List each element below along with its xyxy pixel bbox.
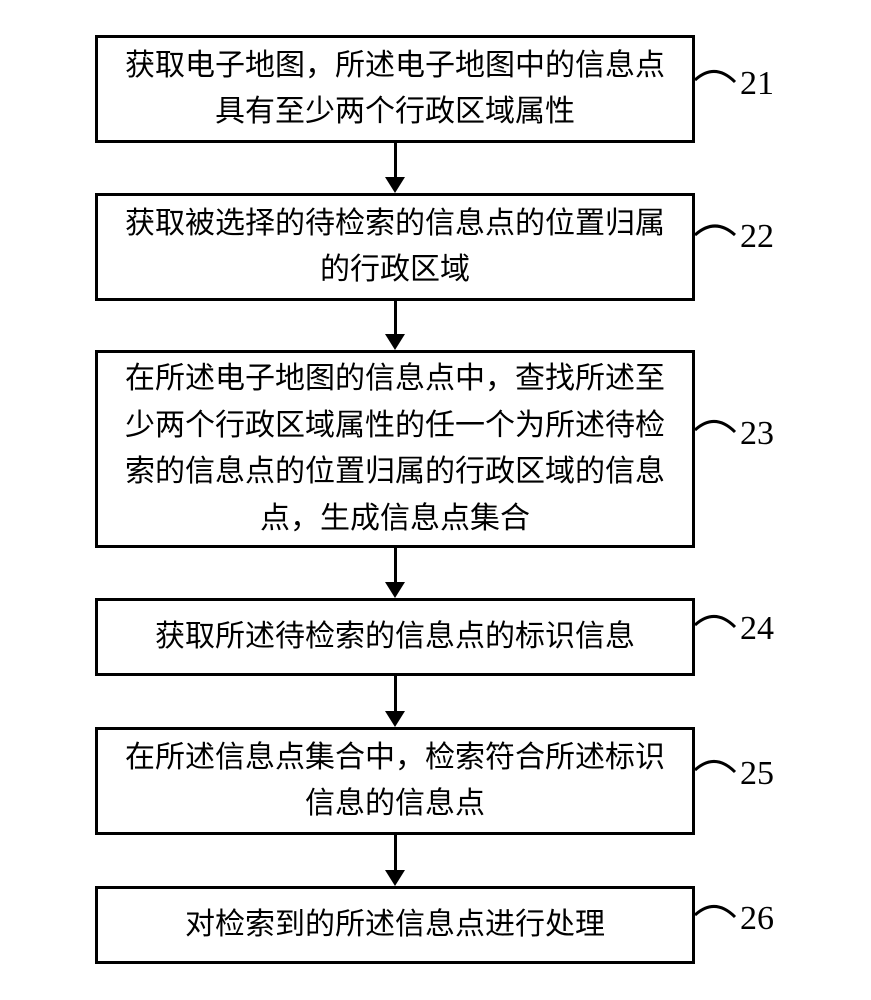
arrow-22-23	[394, 301, 397, 334]
connector-26	[695, 900, 740, 930]
connector-24	[695, 610, 740, 640]
connector-22	[695, 220, 740, 250]
step-label-25: 25	[740, 755, 774, 793]
step-box-26: 对检索到的所述信息点进行处理	[95, 886, 695, 964]
step-box-23: 在所述电子地图的信息点中，查找所述至少两个行政区域属性的任一个为所述待检索的信息…	[95, 350, 695, 548]
step-text-26: 对检索到的所述信息点进行处理	[185, 902, 605, 949]
connector-21	[695, 65, 740, 95]
step-label-24: 24	[740, 610, 774, 648]
step-text-23: 在所述电子地图的信息点中，查找所述至少两个行政区域属性的任一个为所述待检索的信息…	[118, 356, 672, 542]
arrow-25-26	[394, 835, 397, 870]
step-label-22: 22	[740, 218, 774, 256]
step-box-24: 获取所述待检索的信息点的标识信息	[95, 598, 695, 676]
arrow-head-24-25	[385, 711, 405, 727]
arrow-head-22-23	[385, 334, 405, 350]
step-text-25: 在所述信息点集合中，检索符合所述标识信息的信息点	[118, 735, 672, 828]
step-box-22: 获取被选择的待检索的信息点的位置归属的行政区域	[95, 193, 695, 301]
step-label-21: 21	[740, 65, 774, 103]
connector-23	[695, 415, 740, 445]
step-label-23: 23	[740, 415, 774, 453]
arrow-head-21-22	[385, 177, 405, 193]
arrow-24-25	[394, 676, 397, 711]
step-box-25: 在所述信息点集合中，检索符合所述标识信息的信息点	[95, 727, 695, 835]
flowchart-canvas: 获取电子地图，所述电子地图中的信息点具有至少两个行政区域属性 获取被选择的待检索…	[0, 0, 871, 1000]
connector-25	[695, 755, 740, 785]
step-label-26: 26	[740, 900, 774, 938]
step-box-21: 获取电子地图，所述电子地图中的信息点具有至少两个行政区域属性	[95, 35, 695, 143]
arrow-head-25-26	[385, 870, 405, 886]
arrow-23-24	[394, 548, 397, 582]
step-text-21: 获取电子地图，所述电子地图中的信息点具有至少两个行政区域属性	[118, 43, 672, 136]
step-text-22: 获取被选择的待检索的信息点的位置归属的行政区域	[118, 201, 672, 294]
step-text-24: 获取所述待检索的信息点的标识信息	[155, 614, 635, 661]
arrow-21-22	[394, 143, 397, 177]
arrow-head-23-24	[385, 582, 405, 598]
